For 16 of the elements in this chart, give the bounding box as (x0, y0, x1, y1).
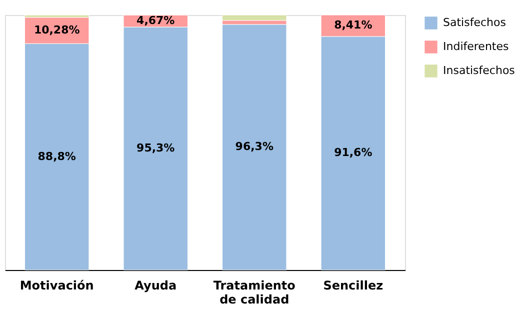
data-label: 10,28% (34, 23, 80, 36)
x-tick-label: Motivación (20, 278, 94, 292)
data-label: 96,3% (235, 140, 274, 154)
legend-label: Indiferentes (443, 40, 509, 53)
bar (222, 14, 287, 21)
x-tick-label: Tratamiento de calidad (213, 278, 296, 306)
data-label: 95,3% (136, 142, 175, 155)
x-tick-label: Ayuda (134, 278, 177, 292)
legend-label: Insatisfechos (443, 64, 516, 77)
bar (222, 24, 287, 270)
legend-label: Satisfechos (443, 16, 506, 29)
data-label: 4,67% (136, 14, 175, 28)
data-label: 91,6% (334, 146, 372, 160)
x-tick-label: Sencillez (323, 278, 384, 292)
data-label: 88,8% (38, 150, 76, 163)
data-label: 8,41% (334, 18, 372, 32)
